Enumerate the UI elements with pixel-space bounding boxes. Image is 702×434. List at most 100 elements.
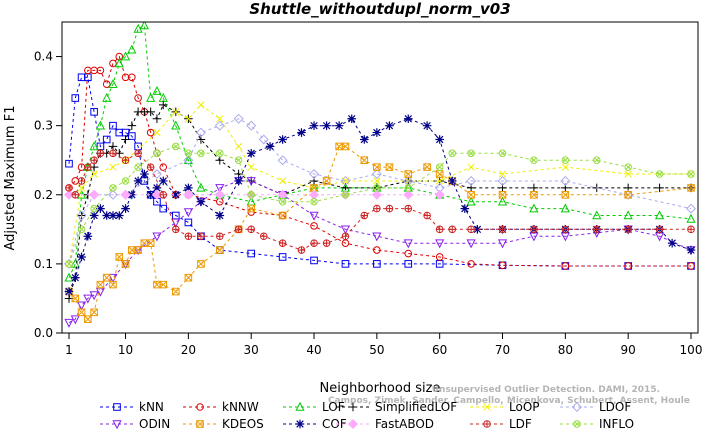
data-point	[278, 211, 287, 220]
data-point	[109, 121, 117, 130]
data-point	[76, 301, 87, 311]
data-point	[107, 189, 118, 200]
series-knnw	[65, 52, 695, 270]
data-point	[152, 232, 162, 242]
data-point	[246, 120, 257, 131]
data-point	[159, 163, 168, 171]
data-point	[146, 128, 155, 137]
data-point	[128, 132, 136, 140]
data-point	[83, 231, 93, 241]
data-point	[497, 175, 508, 186]
legend-label: LDF	[509, 417, 532, 431]
legend-label: ODIN	[139, 417, 170, 431]
data-point	[247, 249, 256, 258]
data-point	[340, 175, 351, 186]
data-point	[309, 189, 320, 200]
data-point	[247, 191, 256, 199]
data-point	[90, 156, 98, 164]
data-point	[322, 239, 331, 247]
data-point	[159, 280, 168, 289]
data-point	[77, 73, 86, 82]
data-point	[347, 418, 359, 430]
data-point	[172, 287, 180, 296]
data-point	[96, 66, 105, 75]
data-point	[467, 163, 475, 171]
data-point	[435, 253, 444, 261]
data-point	[371, 169, 382, 180]
data-point	[655, 225, 664, 234]
data-point	[654, 210, 665, 220]
data-point	[95, 120, 106, 130]
data-point	[483, 420, 491, 428]
data-point	[197, 232, 205, 240]
data-point	[561, 262, 570, 270]
data-point	[460, 204, 470, 213]
x-tick-label: 1	[65, 343, 73, 357]
data-point	[134, 149, 142, 158]
data-point	[278, 253, 287, 261]
data-point	[265, 142, 275, 151]
data-point	[309, 169, 320, 180]
data-point	[448, 225, 457, 234]
data-point	[277, 189, 288, 200]
data-point	[623, 210, 633, 220]
data-point	[215, 211, 225, 220]
data-point	[624, 190, 632, 199]
y-tick-label: 0.4	[34, 50, 53, 64]
data-point	[172, 225, 180, 234]
data-point	[483, 403, 491, 411]
data-point	[530, 225, 538, 234]
data-point	[624, 163, 632, 171]
data-point	[571, 401, 583, 413]
data-point	[435, 170, 444, 178]
data-point	[310, 184, 318, 192]
data-point	[159, 204, 168, 213]
x-tick-label: 30	[244, 343, 259, 357]
data-point	[71, 94, 80, 102]
data-point	[404, 184, 413, 192]
series-ldf	[65, 149, 695, 254]
data-point	[71, 191, 80, 199]
watermark-line-1: Campos, Zimek, Sander, Campello, Micenko…	[328, 396, 690, 406]
data-point	[295, 401, 305, 411]
data-point	[448, 149, 457, 158]
data-point	[121, 177, 130, 185]
x-tick-label: 60	[432, 343, 447, 357]
data-point	[64, 287, 74, 296]
data-point	[83, 294, 93, 304]
data-point	[121, 135, 130, 144]
data-point	[373, 163, 381, 171]
data-point	[404, 170, 413, 178]
data-point	[335, 142, 343, 151]
data-point	[196, 197, 206, 206]
data-point	[70, 273, 80, 283]
data-point	[112, 420, 122, 430]
data-point	[473, 225, 482, 234]
data-point	[247, 225, 256, 234]
data-point	[466, 196, 476, 206]
legend-item-knnw: kNNW	[183, 400, 259, 414]
series-line	[68, 24, 692, 278]
data-point	[197, 101, 205, 109]
data-point	[77, 225, 86, 234]
data-point	[403, 189, 414, 200]
x-tick-label: 40	[306, 343, 321, 357]
series-line	[68, 55, 691, 267]
data-point	[140, 169, 149, 179]
data-point	[133, 176, 143, 186]
data-point	[114, 58, 124, 68]
data-point	[108, 142, 118, 151]
data-point	[530, 190, 538, 199]
data-point	[120, 189, 131, 200]
data-point	[624, 262, 632, 270]
x-tick-label: 20	[181, 343, 196, 357]
data-point	[127, 121, 137, 130]
data-point	[158, 100, 168, 110]
data-point	[146, 107, 155, 117]
data-point	[592, 210, 602, 220]
data-point	[215, 184, 225, 194]
data-point	[196, 403, 204, 411]
legend: kNN kNNW LOF SimplifiedLOF LoOP LDOF ODIN KDEOS…	[100, 400, 634, 431]
data-point	[467, 149, 475, 158]
